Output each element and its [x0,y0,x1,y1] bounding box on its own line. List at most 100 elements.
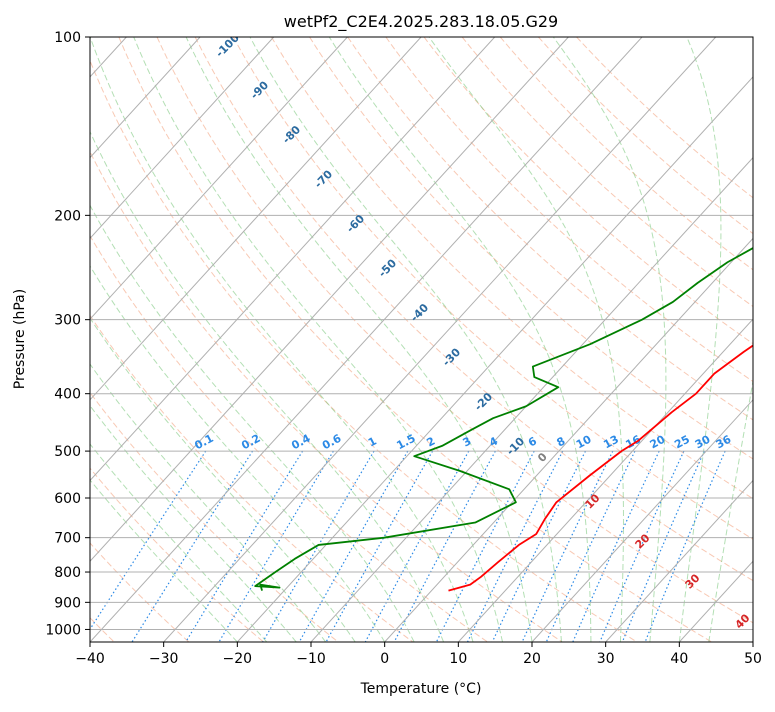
x-tick-label: −30 [149,651,179,667]
isotherm [384,237,753,642]
isotherm [310,156,753,642]
mixing-ratio-label: 10 [574,433,594,452]
y-tick-label: 800 [54,565,81,581]
isotherm [605,479,753,642]
y-tick-label: 300 [54,313,81,329]
dry-adiabat [90,391,339,642]
adiabat-label: -40 [408,301,431,324]
x-tick-label: 20 [523,651,541,667]
mixing-ratio-label: 3 [461,434,474,449]
isotherm [457,318,753,642]
moist-adiabat [90,204,415,642]
x-tick-label: 50 [744,651,762,667]
x-tick-label: 30 [597,651,615,667]
adiabat-label: -70 [312,167,335,190]
dry-adiabat [90,150,563,642]
mixing-ratio-line [393,450,496,642]
mixing-ratio-line [545,450,636,642]
x-tick-label: −10 [296,651,326,667]
dry-adiabat [90,542,190,642]
x-tick-label: −40 [75,651,105,667]
mixing-ratio-line [621,450,705,642]
axes: −40 −30 −20 −10 0 10 20 30 40 5010020030040050060… [45,30,762,667]
moist-adiabat [328,37,592,642]
y-tick-label: 1000 [45,622,81,638]
moist-adiabat [428,37,624,642]
mixing-ratio-label: 25 [672,433,692,452]
x-axis-label: Temperature (°C) [360,681,482,697]
mixing-ratio-label: 36 [714,433,734,452]
adiabat-label: -50 [376,256,399,279]
moist-adiabat [133,37,504,642]
y-tick-label: 700 [54,531,81,547]
moist-adiabat [90,443,268,642]
adiabat-label: 30 [683,571,703,591]
dry-adiabat [576,37,753,199]
dry-adiabat [538,37,753,235]
dry-adiabat [385,37,753,383]
moist-adiabat [552,37,667,642]
mixing-ratio-line [325,450,434,642]
isotherm [163,37,717,642]
dewpoint-profile [254,247,753,591]
isotherm [531,399,753,642]
y-axis-label: Pressure (hPa) [12,289,28,389]
moist-adiabat [678,37,722,642]
dry-adiabat [194,37,753,582]
moist-adiabat [90,37,474,642]
isotherm [90,37,643,642]
adiabat-label: 40 [733,611,753,631]
mixing-ratio-label: 0.1 [192,432,215,453]
dry-adiabat [423,37,753,345]
mixing-ratio-label: 0.4 [289,432,313,453]
moist-adiabat [90,265,386,642]
x-tick-label: 40 [670,651,688,667]
adiabat-label: -80 [280,123,303,146]
mixing-ratio-line [521,450,614,642]
isotherm [90,37,496,482]
mixing-ratio-line [364,450,470,642]
isotherm [90,37,569,563]
dry-adiabat [232,37,753,540]
mixing-ratio-label: 30 [693,433,713,452]
profile-lines [254,247,753,592]
moist-adiabat [90,404,297,642]
mixing-ratio-label: 0.2 [239,432,262,453]
adiabat-label: -90 [248,78,271,101]
background-lines: -100-90-80-70-60-50-40-30-20-10 010203040… [90,37,753,642]
mixing-ratio-line [298,450,409,642]
adiabat-label: 10 [583,491,603,511]
chart-title: wetPf2_C2E4.2025.283.18.05.G29 [284,12,558,32]
dry-adiabat [461,37,753,308]
y-tick-label: 900 [54,595,81,611]
isotherm [752,641,753,642]
mixing-ratio-line [185,450,304,642]
dry-adiabat [90,234,488,642]
mixing-ratio-label: 2 [424,434,437,449]
mixing-ratio-label: 8 [555,434,568,449]
moist-adiabat [90,479,238,642]
moist-adiabat [249,37,562,642]
mixing-ratio-line [572,450,660,642]
dry-adiabat [156,37,753,624]
isotherm [90,37,275,240]
adiabat-label: 20 [633,531,653,551]
isotherm [90,37,422,401]
x-tick-label: 0 [380,651,389,667]
mixing-ratio-line [90,450,207,631]
temperature-profile [448,344,753,592]
mixing-ratio-label: 1.5 [394,432,417,453]
plot-frame [89,36,754,643]
mixing-ratio-label: 1 [366,434,379,449]
moist-adiabat [708,378,753,642]
mixing-ratio-line [491,450,586,642]
adiabat-label: -10 [504,435,527,458]
dry-adiabat [118,37,712,642]
adiabat-label: -30 [440,345,463,368]
x-tick-label: 10 [449,651,467,667]
y-tick-label: 600 [54,491,81,507]
isotherm [90,37,348,320]
moist-adiabat [90,363,327,642]
